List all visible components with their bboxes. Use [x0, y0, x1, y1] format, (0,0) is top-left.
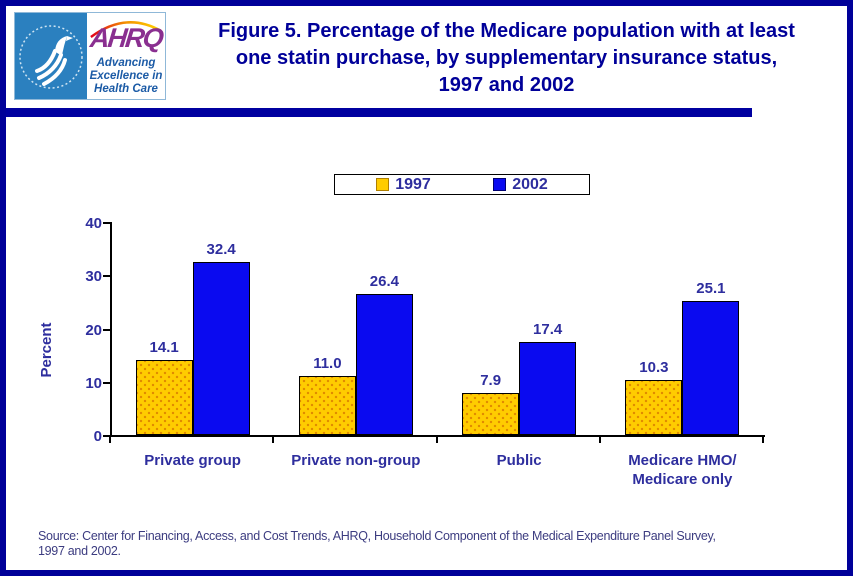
- figure-title-line1: Figure 5. Percentage of the Medicare pop…: [218, 20, 795, 42]
- figure-title: Figure 5. Percentage of the Medicare pop…: [170, 18, 843, 99]
- bar-2002: [519, 342, 577, 435]
- y-tick-label: 20: [85, 321, 102, 339]
- figure-title-line2: one statin purchase, by supplementary in…: [235, 47, 778, 69]
- figure-title-line3: 1997 and 2002: [438, 74, 575, 96]
- x-tick: [762, 437, 764, 443]
- category-label: Medicare HMO/ Medicare only: [628, 452, 737, 488]
- ahrq-rainbow-arc-icon: [90, 21, 162, 39]
- legend-label: 2002: [512, 175, 548, 193]
- bar-1997: [135, 359, 193, 435]
- legend-swatch-1997: [376, 178, 390, 191]
- ahrq-hhs-logo: AHRQ Advancing Excellence in Health Care: [14, 12, 166, 100]
- bar-value-label: 11.0: [313, 355, 342, 373]
- bar-value-label: 32.4: [206, 241, 236, 259]
- bar-value-label: 10.3: [639, 359, 669, 377]
- bar-value-label: 25.1: [696, 280, 726, 298]
- y-tick: [103, 275, 110, 278]
- bar-value-label: 7.9: [480, 371, 502, 389]
- ahrq-tagline: Advancing Excellence in Health Care: [89, 57, 163, 95]
- source-note: Source: Center for Financing, Access, an…: [38, 529, 828, 559]
- bar-chart: Percent 0 10 20 30 40 14.1 32.4 Private group 11…: [6, 6, 847, 570]
- bar-2002: [192, 262, 250, 435]
- x-tick: [598, 437, 601, 443]
- bar-2002: [355, 294, 413, 435]
- category-label: Private group: [144, 452, 241, 469]
- x-tick: [272, 437, 275, 443]
- bar-1997: [625, 380, 683, 435]
- legend-item: 1997: [376, 176, 431, 194]
- source-note-line1: Source: Center for Financing, Access, an…: [38, 529, 716, 543]
- bar-1997: [298, 376, 356, 435]
- bar-value-label: 17.4: [533, 321, 563, 339]
- bar-2002: [682, 301, 740, 435]
- legend-swatch-2002: [493, 178, 507, 191]
- bar-1997: [462, 392, 520, 435]
- y-tick: [103, 328, 110, 331]
- category-label: Private non-group: [291, 452, 421, 469]
- legend-item: 2002: [493, 176, 548, 194]
- y-tick-label: 30: [85, 268, 102, 286]
- y-tick: [103, 381, 110, 384]
- x-tick: [435, 437, 438, 443]
- bar-value-label: 26.4: [369, 273, 399, 291]
- y-tick-label: 40: [85, 215, 102, 232]
- y-tick: [103, 435, 110, 437]
- bar-value-label: 14.1: [149, 338, 179, 356]
- y-axis-line: [110, 222, 112, 437]
- source-note-line2: 1997 and 2002.: [38, 544, 121, 558]
- x-axis-line: [110, 435, 765, 437]
- chart-legend: 1997 2002: [334, 174, 590, 195]
- legend-label: 1997: [395, 175, 431, 193]
- x-tick: [109, 437, 111, 443]
- y-tick-label: 10: [85, 374, 102, 392]
- hhs-eagle-icon: [19, 25, 83, 89]
- category-label: Public: [496, 452, 542, 469]
- y-tick-label: 0: [93, 428, 102, 445]
- header-divider-bar: [6, 108, 752, 117]
- y-axis-title: Percent: [38, 322, 55, 378]
- hhs-logo: [15, 13, 87, 99]
- y-tick: [103, 222, 110, 224]
- ahrq-logo: AHRQ Advancing Excellence in Health Care: [87, 13, 165, 99]
